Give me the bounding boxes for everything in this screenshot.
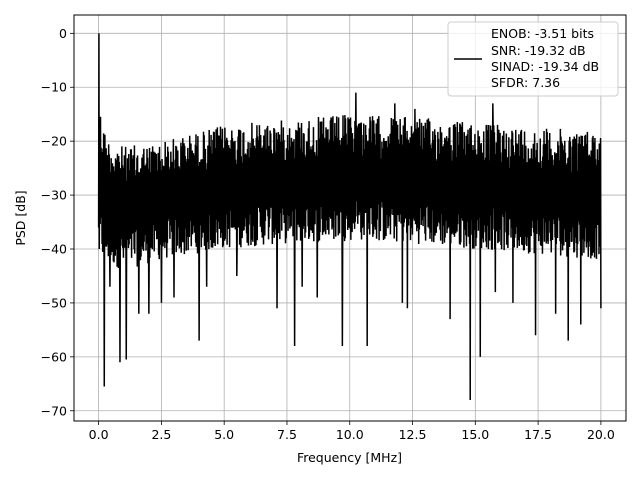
legend-entry-sfdr: SFDR: 7.36 bbox=[491, 75, 560, 90]
y-tick-label: −50 bbox=[41, 295, 67, 310]
y-tick-label: −20 bbox=[41, 134, 67, 149]
x-tick-label: 20.0 bbox=[587, 427, 615, 442]
y-tick-label: −40 bbox=[41, 242, 67, 257]
x-tick-label: 15.0 bbox=[461, 427, 489, 442]
legend-entry-enob: ENOB: -3.51 bits bbox=[491, 26, 594, 41]
legend-box bbox=[447, 21, 619, 97]
series-layer bbox=[97, 33, 602, 400]
x-tick-label: 17.5 bbox=[524, 427, 552, 442]
y-tick-label: −10 bbox=[41, 80, 67, 95]
legend: ENOB: -3.51 bits SNR: -19.32 dB SINAD: -… bbox=[447, 21, 619, 97]
y-tick-label: −60 bbox=[41, 349, 67, 364]
y-axis-ticks: 0 −10 −20 −30 −40 −50 −60 −70 bbox=[41, 26, 74, 418]
x-axis-ticks: 0.0 2.5 5.0 7.5 10.0 12.5 15.0 17.5 20.0 bbox=[89, 421, 615, 442]
x-tick-label: 2.5 bbox=[151, 427, 171, 442]
legend-entry-sinad: SINAD: -19.34 dB bbox=[491, 59, 599, 74]
x-axis-label: Frequency [MHz] bbox=[297, 450, 402, 465]
x-tick-label: 12.5 bbox=[399, 427, 427, 442]
x-tick-label: 7.5 bbox=[277, 427, 297, 442]
y-tick-label: −30 bbox=[41, 188, 67, 203]
x-tick-label: 5.0 bbox=[214, 427, 234, 442]
y-tick-label: 0 bbox=[59, 26, 67, 41]
x-tick-label: 10.0 bbox=[336, 427, 364, 442]
legend-entry-snr: SNR: -19.32 dB bbox=[491, 43, 586, 58]
x-tick-label: 0.0 bbox=[89, 427, 109, 442]
y-tick-label: −70 bbox=[41, 403, 67, 418]
y-axis-label: PSD [dB] bbox=[13, 190, 28, 245]
psd-series-line bbox=[97, 33, 602, 400]
